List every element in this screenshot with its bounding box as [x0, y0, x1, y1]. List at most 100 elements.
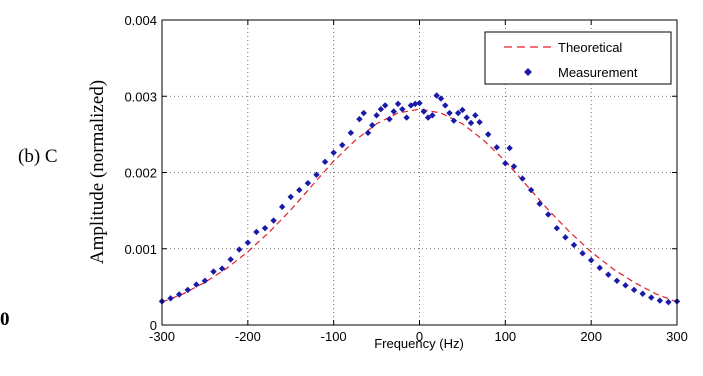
measurement-point	[493, 144, 500, 151]
measurement-point	[304, 179, 312, 187]
y-tick-label: 0.004	[124, 13, 157, 28]
measurement-point	[450, 117, 458, 124]
measurement-point	[373, 112, 380, 119]
measurement-point	[175, 291, 183, 298]
measurement-point	[386, 115, 393, 123]
measurement-point	[261, 224, 269, 232]
measurement-point	[296, 186, 303, 194]
measurement-point	[407, 102, 415, 109]
measurement-point	[596, 264, 603, 272]
legend-measurement-swatch	[524, 68, 532, 76]
measurement-point	[369, 122, 376, 129]
measurement-point	[587, 256, 595, 264]
measurement-point	[562, 234, 569, 241]
measurement-point	[613, 277, 621, 284]
measurement-point	[639, 290, 646, 297]
measurement-point	[510, 163, 518, 170]
measurement-point	[630, 286, 638, 294]
measurement-point	[579, 250, 586, 257]
measurement-point	[545, 211, 552, 218]
measurement-point	[605, 271, 612, 278]
y-tick-label: 0.002	[124, 166, 157, 181]
y-tick-label: 0.001	[124, 242, 157, 257]
measurement-point	[506, 144, 513, 152]
x-axis-label: Frequency (Hz)	[374, 336, 464, 351]
x-tick-label: -100	[321, 329, 347, 344]
measurement-point	[463, 114, 470, 121]
measurement-point	[570, 241, 578, 249]
measurement-point	[420, 108, 427, 115]
measurement-point	[442, 102, 449, 109]
measurement-point	[278, 203, 286, 211]
x-tick-labels: -300 -200 -100 0 100 200 300	[149, 329, 688, 344]
measurement-point	[394, 100, 402, 108]
measurement-point	[184, 286, 191, 294]
x-tick-label: -200	[235, 329, 261, 344]
measurement-point	[321, 158, 329, 166]
x-tick-label: 300	[666, 329, 688, 344]
measurement-point	[360, 109, 367, 117]
measurement-point	[622, 282, 629, 289]
measurement-point	[244, 239, 252, 246]
measurement-point	[381, 102, 389, 109]
measurement-point	[403, 114, 410, 121]
legend-box	[484, 31, 672, 85]
y-axis-label: Amplitude (normalized)	[87, 80, 108, 264]
y-tick-label: 0.003	[124, 89, 157, 104]
x-tick-label: 0	[416, 329, 423, 344]
measurement-point	[287, 193, 294, 201]
legend-theoretical-label: Theoretical	[558, 40, 622, 55]
measurement-point	[347, 129, 355, 137]
measurement-point	[412, 100, 419, 108]
measurement-point	[364, 129, 372, 137]
measurement-point	[433, 92, 440, 99]
y-tick-label: 0	[150, 318, 157, 333]
measurement-point	[454, 109, 462, 117]
measurement-series	[158, 92, 681, 306]
x-tick-label: -300	[149, 329, 175, 344]
measurement-point	[377, 106, 385, 113]
measurement-point	[390, 108, 397, 115]
measurement-point	[424, 114, 432, 121]
measurement-point	[476, 118, 483, 126]
measurement-point	[459, 106, 466, 114]
measurement-point	[446, 109, 453, 117]
measurement-point	[656, 297, 664, 304]
measurement-point	[270, 217, 277, 224]
measurement-point	[167, 295, 174, 302]
measurement-point	[330, 149, 337, 156]
measurement-point	[339, 141, 346, 149]
measurement-point	[502, 160, 509, 167]
measurement-point	[356, 115, 363, 123]
measurement-point	[210, 268, 217, 275]
measurement-point	[313, 171, 320, 178]
caption-fragment: (b) C	[18, 146, 58, 167]
theoretical-series	[161, 108, 678, 303]
measurement-point	[553, 224, 561, 232]
measurement-point	[665, 298, 672, 306]
theoretical-line	[161, 108, 678, 303]
x-tick-label: 200	[580, 329, 602, 344]
measurement-point	[467, 119, 475, 127]
legend: Theoretical Measurement	[484, 31, 672, 85]
measurement-point	[472, 112, 479, 119]
bottom-fragment: 0	[0, 309, 10, 330]
measurement-point	[201, 277, 209, 284]
plot-frame	[161, 19, 678, 326]
measurement-point	[648, 294, 655, 301]
measurement-point	[253, 228, 260, 236]
measurement-point	[519, 175, 526, 182]
grid	[162, 20, 677, 325]
measurement-point	[227, 256, 234, 263]
measurement-point	[193, 281, 200, 288]
measurement-point	[236, 246, 243, 253]
measurement-point	[484, 131, 492, 138]
measurement-point	[527, 186, 535, 194]
measurement-point	[536, 200, 543, 207]
x-tick-label: 100	[494, 329, 516, 344]
y-tick-labels: 0 0.001 0.002 0.003 0.004	[124, 13, 157, 333]
legend-measurement-label: Measurement	[558, 65, 638, 80]
measurement-point	[416, 99, 423, 107]
measurement-point	[218, 265, 226, 272]
